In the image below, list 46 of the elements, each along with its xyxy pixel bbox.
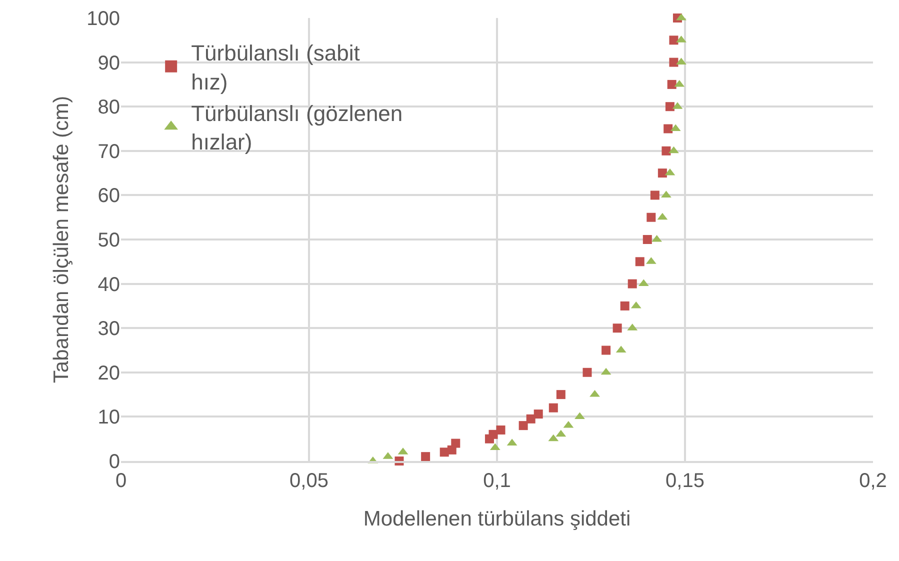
- point: [628, 279, 637, 288]
- y-tick-label: 40: [98, 274, 120, 296]
- point: [620, 301, 630, 310]
- point: [646, 212, 656, 222]
- point: [421, 452, 430, 462]
- y-tick-label: 60: [98, 185, 120, 208]
- y-tick-label: 90: [98, 52, 120, 74]
- x-tick-label: 0,2: [859, 470, 887, 492]
- y-tick-label: 100: [86, 8, 120, 30]
- y-tick-label: 10: [98, 406, 120, 429]
- point: [664, 124, 673, 134]
- y-tick-label: 80: [98, 96, 120, 119]
- y-tick-label: 70: [98, 140, 120, 163]
- point: [451, 438, 460, 448]
- point: [658, 168, 667, 178]
- x-tick-label: 0,05: [290, 470, 328, 492]
- x-axis-title: Modellenen türbülans şiddeti: [363, 507, 631, 530]
- point: [534, 410, 543, 419]
- legend-label: Türbülanslı (gözlenen hızlar): [191, 100, 403, 154]
- point: [665, 102, 674, 112]
- point: [496, 425, 506, 434]
- point: [488, 430, 498, 439]
- point: [526, 414, 536, 424]
- point: [662, 146, 671, 156]
- x-tick-label: 0,15: [666, 470, 704, 492]
- point: [669, 58, 678, 67]
- point: [556, 390, 566, 400]
- point: [602, 346, 611, 355]
- point: [582, 368, 592, 377]
- point: [518, 421, 528, 430]
- point: [635, 257, 644, 266]
- y-tick-label: 50: [98, 230, 120, 252]
- y-axis-title: Tabandan ölçülen mesafe (cm): [50, 96, 73, 384]
- point: [642, 235, 652, 244]
- point: [667, 80, 676, 89]
- y-tick-label: 30: [98, 318, 120, 340]
- y-tick-label: 20: [98, 362, 120, 384]
- point: [650, 190, 660, 200]
- x-tick-label: 0,1: [483, 470, 511, 492]
- point: [612, 324, 622, 333]
- point: [668, 146, 679, 154]
- y-tick-label: 0: [108, 451, 120, 473]
- point: [676, 58, 686, 65]
- legend-label: Türbülanslı (sabit hız): [191, 40, 360, 94]
- point: [669, 36, 678, 45]
- point: [548, 403, 558, 412]
